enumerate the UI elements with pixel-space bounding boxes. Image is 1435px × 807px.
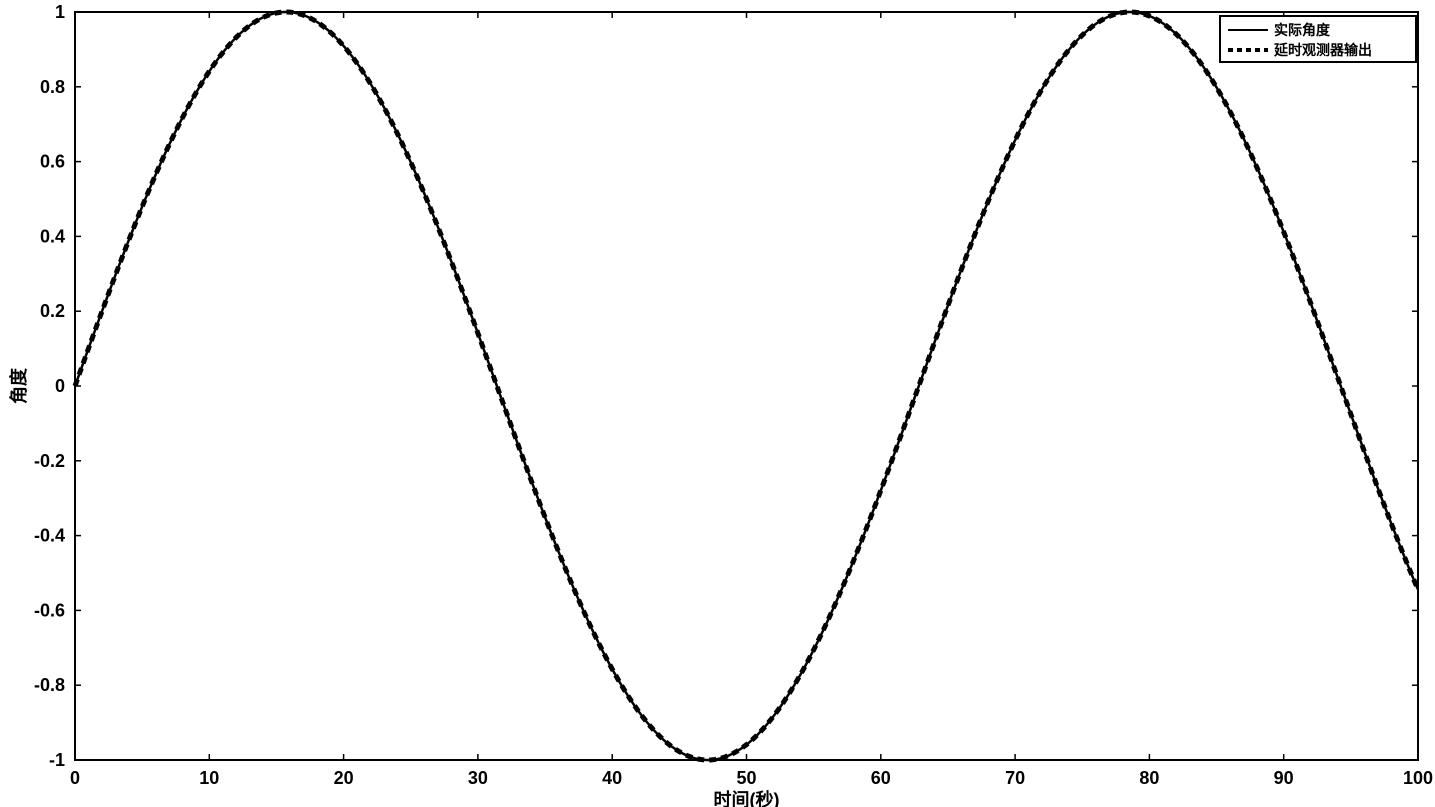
y-tick-label: -0.4 <box>34 526 65 546</box>
series-observer-output <box>75 12 1418 760</box>
chart-container: 0102030405060708090100-1-0.8-0.6-0.4-0.2… <box>0 0 1435 807</box>
y-tick-label: -0.8 <box>34 675 65 695</box>
y-axis-label: 角度 <box>8 367 29 404</box>
x-tick-label: 40 <box>602 768 622 788</box>
y-tick-label: 0 <box>55 376 65 396</box>
x-tick-label: 10 <box>199 768 219 788</box>
y-tick-label: -0.6 <box>34 600 65 620</box>
y-tick-label: 0.8 <box>40 77 65 97</box>
y-tick-label: -1 <box>49 750 65 770</box>
x-tick-label: 80 <box>1139 768 1159 788</box>
plot-border <box>75 12 1418 760</box>
x-tick-label: 100 <box>1403 768 1433 788</box>
y-tick-label: 0.2 <box>40 301 65 321</box>
x-axis-label: 时间(秒) <box>714 789 780 807</box>
x-tick-label: 70 <box>1005 768 1025 788</box>
x-tick-label: 50 <box>736 768 756 788</box>
y-tick-label: -0.2 <box>34 451 65 471</box>
y-tick-label: 0.6 <box>40 152 65 172</box>
legend-label-2: 延时观测器输出 <box>1273 42 1372 58</box>
x-tick-label: 90 <box>1274 768 1294 788</box>
x-tick-label: 60 <box>871 768 891 788</box>
x-tick-label: 0 <box>70 768 80 788</box>
series-actual-angle <box>75 12 1418 760</box>
x-tick-label: 30 <box>468 768 488 788</box>
chart-svg: 0102030405060708090100-1-0.8-0.6-0.4-0.2… <box>0 0 1435 807</box>
x-tick-label: 20 <box>334 768 354 788</box>
y-tick-label: 1 <box>55 2 65 22</box>
legend-label-1: 实际角度 <box>1274 22 1331 38</box>
y-tick-label: 0.4 <box>40 226 65 246</box>
